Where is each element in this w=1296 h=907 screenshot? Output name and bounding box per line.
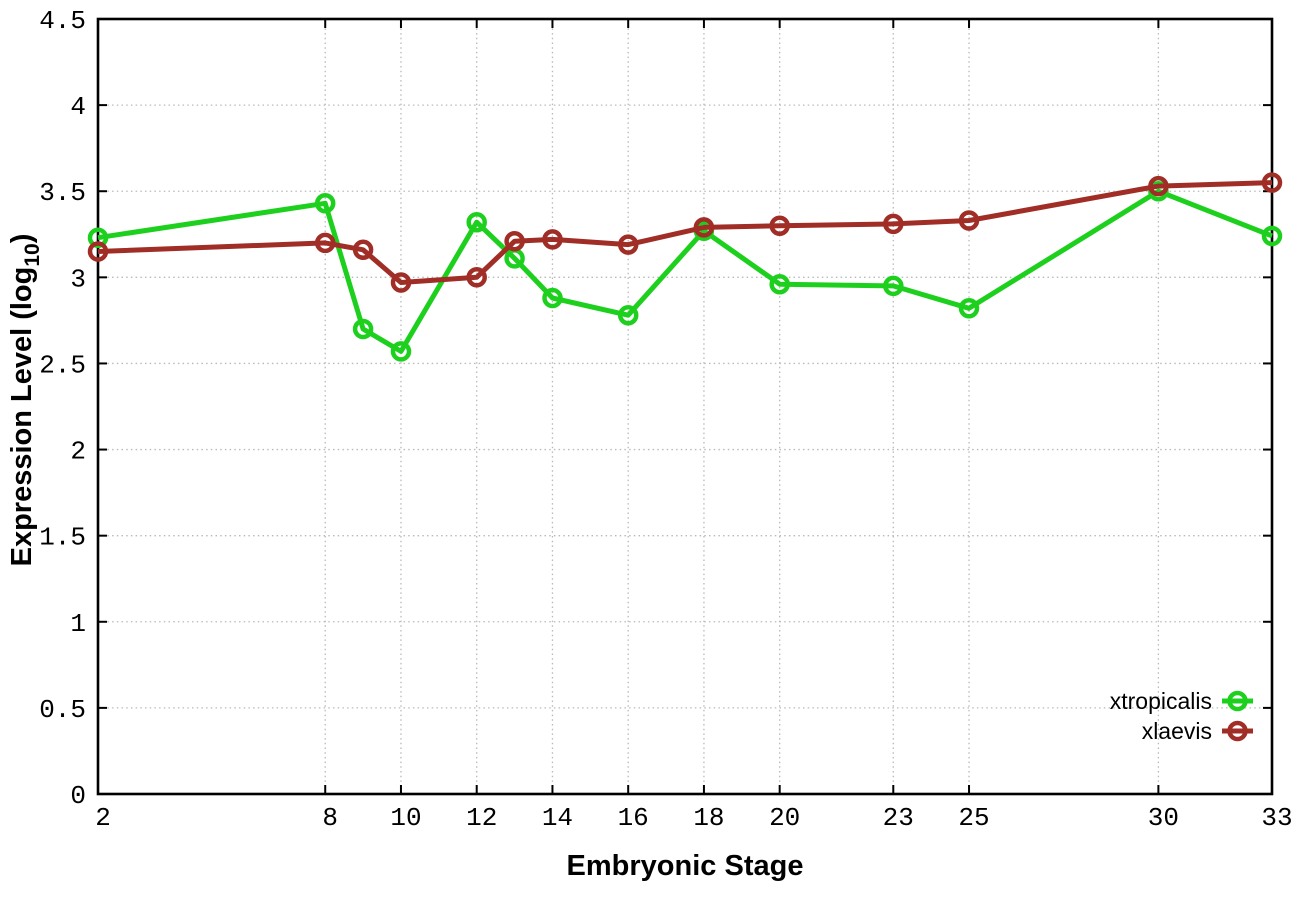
x-tick-label: 16 <box>618 803 649 833</box>
marker-xtropicalis <box>1261 225 1283 247</box>
y-tick-label: 0.5 <box>39 695 86 725</box>
y-tick-label: 3 <box>70 264 86 294</box>
legend-marker-xtropicalis <box>1227 690 1248 712</box>
marker-xlaevis <box>617 234 639 255</box>
marker-xlaevis <box>542 229 563 250</box>
y-tick-label: 4 <box>70 92 86 122</box>
legend-label-xtropicalis: xtropicalis <box>1110 688 1212 714</box>
marker-xlaevis <box>466 267 487 288</box>
marker-xtropicalis <box>390 341 412 362</box>
marker-xtropicalis <box>352 318 374 340</box>
marker-xtropicalis <box>883 275 904 297</box>
x-tick-label: 8 <box>322 803 338 833</box>
marker-xlaevis <box>390 272 412 293</box>
marker-xtropicalis <box>542 287 563 309</box>
marker-xlaevis <box>504 230 525 252</box>
marker-xtropicalis <box>314 193 336 214</box>
x-axis-title: Embryonic Stage <box>567 850 804 882</box>
x-tick-label: 12 <box>466 803 497 833</box>
marker-xtropicalis <box>466 211 487 233</box>
x-tick-label: 20 <box>769 803 800 833</box>
marker-xlaevis <box>352 239 374 261</box>
y-tick-label: 2.5 <box>39 350 86 380</box>
y-axis-title: Expression Level (log10) <box>6 234 44 567</box>
x-tick-label: 14 <box>542 803 573 833</box>
marker-xlaevis <box>769 215 790 236</box>
x-tick-label: 33 <box>1261 803 1292 833</box>
marker-xlaevis <box>1261 172 1283 193</box>
marker-xlaevis <box>314 232 336 254</box>
y-tick-label: 1.5 <box>39 523 86 553</box>
y-tick-label: 4.5 <box>39 6 86 36</box>
x-tick-label: 30 <box>1148 803 1179 833</box>
y-tick-label: 1 <box>70 609 86 639</box>
marker-xlaevis <box>1148 175 1169 197</box>
x-tick-label: 25 <box>958 803 989 833</box>
marker-xtropicalis <box>958 298 980 319</box>
y-tick-label: 2 <box>70 437 86 467</box>
marker-xtropicalis <box>769 273 790 295</box>
legend-label-xlaevis: xlaevis <box>1142 718 1212 744</box>
marker-xlaevis <box>87 241 109 262</box>
marker-xlaevis <box>693 217 715 238</box>
x-tick-label: 18 <box>693 803 724 833</box>
marker-xtropicalis <box>617 304 639 326</box>
plot-border <box>96 17 1274 796</box>
x-tick-label: 2 <box>95 803 111 833</box>
x-tick-label: 10 <box>390 803 421 833</box>
marker-xlaevis <box>958 210 980 231</box>
legend-marker-xlaevis <box>1227 720 1248 742</box>
x-tick-label: 23 <box>883 803 914 833</box>
y-tick-label: 0 <box>70 781 86 811</box>
y-tick-label: 3.5 <box>39 178 86 208</box>
marker-xlaevis <box>883 213 904 235</box>
